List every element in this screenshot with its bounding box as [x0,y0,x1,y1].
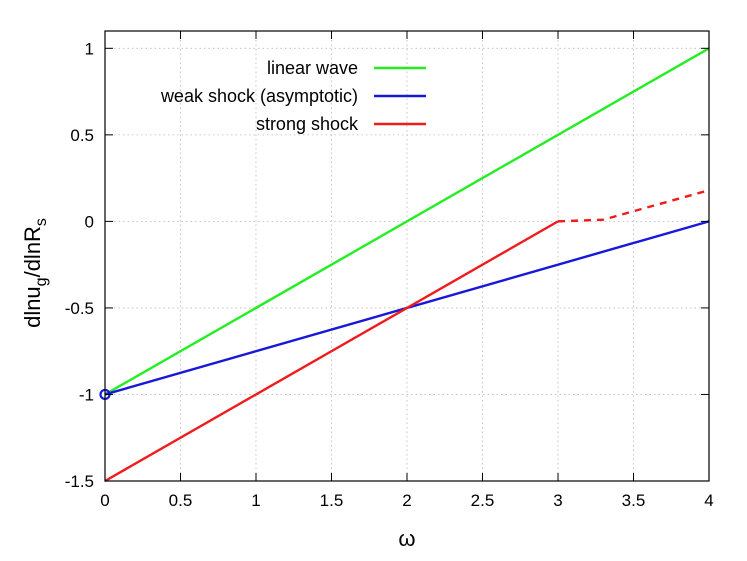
x-tick-label: 4 [704,491,713,510]
axis-ticks [104,31,710,482]
y-tick-label: -1.5 [65,472,94,491]
series-lines [104,47,710,483]
y-axis-title-part: dlnu [20,286,45,328]
x-axis-title: ω [398,526,415,551]
y-tick-label: -1 [79,385,94,404]
tick-labels: 0 0.5 1 1.5 2 2.5 3 3.5 4 -1.5 -1 -0.5 0 0.5 1 [65,39,714,510]
x-tick-label: 0.5 [169,491,193,510]
series-line [104,220,559,483]
y-axis-title-part: /dlnR [20,226,45,277]
x-tick-label: 1 [251,491,260,510]
y-axis-title: dlnug/dlnRs [20,218,50,328]
legend-entry-label: strong shock [256,114,359,134]
x-tick-label: 3 [553,491,562,510]
x-tick-label: 3.5 [622,491,646,510]
x-tick-label: 1.5 [320,491,344,510]
y-tick-label: 0.5 [70,126,94,145]
legend-entry-label: weak shock (asymptotic) [160,86,358,106]
y-tick-label: 1 [85,39,94,58]
x-tick-label: 0 [100,491,109,510]
y-axis-title-subscript: g [33,277,50,286]
x-tick-label: 2 [402,491,411,510]
y-tick-label: 0 [85,212,94,231]
legend: linear wave weak shock (asymptotic) strong… [160,58,426,134]
y-axis-title-subscript: s [33,218,50,226]
series-extension-dashed [557,189,710,223]
x-tick-label: 2.5 [471,491,495,510]
y-tick-label: -0.5 [65,299,94,318]
series-line [104,47,710,396]
legend-entry-label: linear wave [267,58,358,78]
